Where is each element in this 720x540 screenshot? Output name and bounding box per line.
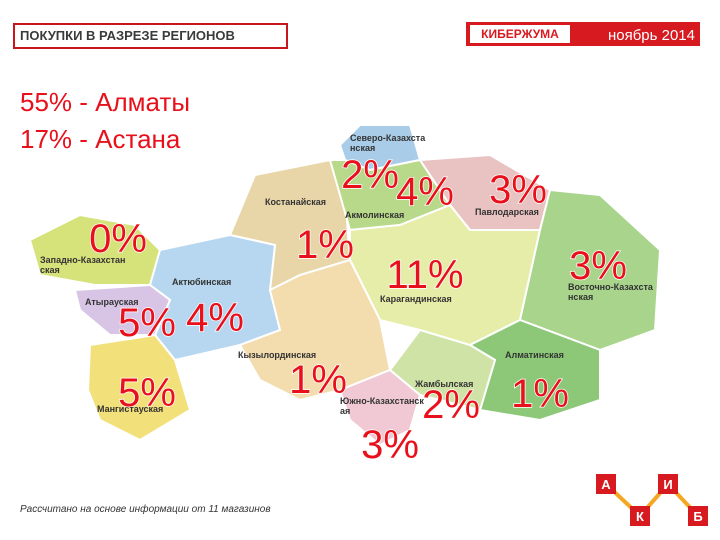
region-name: Восточно-Казахстанская <box>568 282 653 302</box>
region-name: Павлодарская <box>475 207 539 217</box>
title: ПОКУПКИ В РАЗРЕЗЕ РЕГИОНОВ <box>20 28 235 43</box>
region-name: Западно-Казахстанская <box>40 255 126 275</box>
region-name: Северо-Казахстанская <box>350 133 426 153</box>
percent: 5% <box>118 301 176 345</box>
logo-line <box>604 481 700 519</box>
summary-line: 17% - Астана <box>20 124 181 154</box>
region-name: Акмолинская <box>345 210 404 220</box>
region-name: Актюбинская <box>172 277 231 287</box>
region-name: Мангистауская <box>97 404 163 414</box>
percent: 4% <box>396 170 454 214</box>
percent: 11% <box>386 253 463 297</box>
logo-letter: К <box>636 509 644 524</box>
region-name-wrap: Восточно-Казахстанская <box>568 282 653 302</box>
region-name: Карагандинская <box>380 294 452 304</box>
title-box <box>13 23 288 49</box>
percent: 0% <box>89 217 147 261</box>
summary-line: 55% - Алматы <box>20 87 190 117</box>
logo-letter: А <box>601 477 611 492</box>
percent-labels: 2% 4% 3% 0% 1% 11% 3% 5% 4% 5% 1% 2% 1% … <box>88 152 627 468</box>
percent: 1% <box>511 372 569 416</box>
logo: А И К Б <box>596 474 708 526</box>
region-name-wrap: Северо-Казахстанская <box>350 133 426 153</box>
percent: 2% <box>422 383 480 427</box>
logo-letter: Б <box>693 509 702 524</box>
logo-letter: И <box>663 477 672 492</box>
title-wrap: ПОКУПКИ В РАЗРЕЗЕ РЕГИОНОВ <box>20 28 235 43</box>
percent: 3% <box>361 423 419 467</box>
brand: КИБЕРЖУМА <box>481 27 559 41</box>
region-name-wrap: Южно-Казахстанская <box>340 396 424 416</box>
logo-square <box>688 506 708 526</box>
region-name: Кызылординская <box>238 350 316 360</box>
percent: 1% <box>289 358 347 402</box>
region-name: Жамбылская <box>414 379 473 389</box>
percent: 5% <box>118 371 176 415</box>
region-shape <box>238 258 392 402</box>
map <box>28 124 662 447</box>
region-name: Алматинская <box>505 350 564 360</box>
region-name: Южно-Казахстанская <box>340 396 424 416</box>
region-shape <box>86 333 192 442</box>
region-shape <box>338 368 422 447</box>
region-name: Атырауская <box>85 297 139 307</box>
logo-square <box>658 474 678 494</box>
region-names: Северо-Казахстанская Костанайская Акмоли… <box>40 133 653 416</box>
percent: 2% <box>341 153 399 197</box>
date: ноябрь 2014 <box>608 27 695 44</box>
region-name-wrap: Западно-Казахстанская <box>40 255 126 275</box>
brand-box <box>470 25 570 43</box>
percent: 4% <box>186 296 244 340</box>
footnote: Рассчитано на основе информации от 11 ма… <box>20 503 271 515</box>
percent: 1% <box>296 223 354 267</box>
percent: 3% <box>489 168 547 212</box>
logo-square <box>630 506 650 526</box>
logo-square <box>596 474 616 494</box>
percent: 3% <box>569 244 627 288</box>
region-name: Костанайская <box>265 197 326 207</box>
